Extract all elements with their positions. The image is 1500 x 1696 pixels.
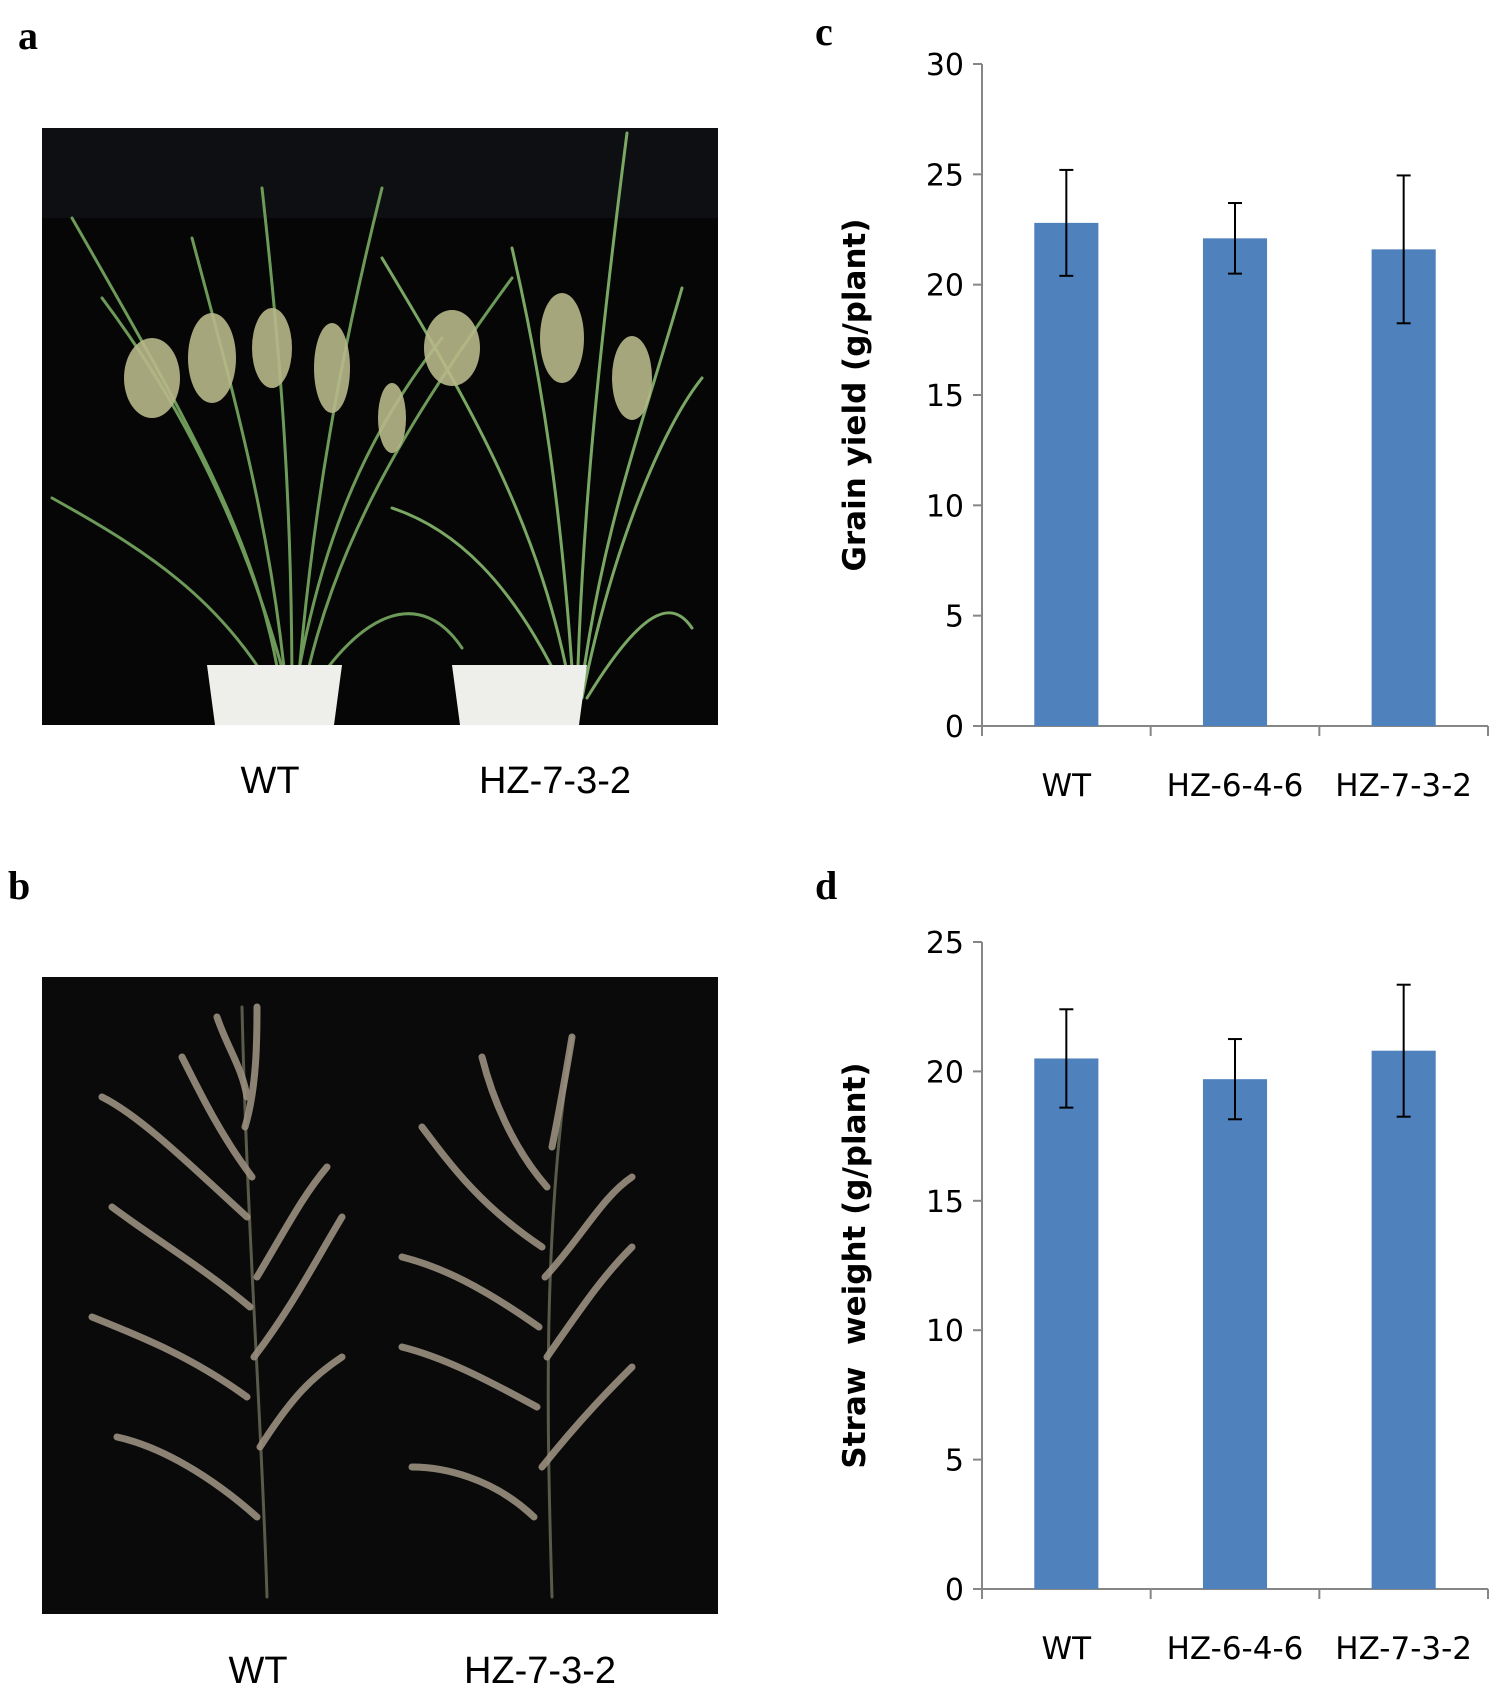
x-category-label: HZ-7-3-2 xyxy=(1335,768,1472,804)
y-tick-label: 5 xyxy=(945,600,964,635)
y-tick-label: 20 xyxy=(926,269,964,304)
bar-hz-6-4-6 xyxy=(1202,1079,1268,1589)
chart-straw-weight: 0 5 10 15 20 25 WT HZ-6-4-6 HZ-7-3-2 Straw weight… xyxy=(0,860,1500,1691)
rice-panicles-photo xyxy=(42,977,718,1614)
bar-wt xyxy=(1034,222,1099,726)
x-category-label: HZ-7-3-2 xyxy=(1335,1631,1472,1667)
x-category-label: WT xyxy=(1042,1631,1093,1667)
panel-label-c: c xyxy=(815,9,833,54)
y-tick-label: 10 xyxy=(926,489,964,524)
bar-hz-6-4-6 xyxy=(1202,238,1268,726)
y-tick-label: 10 xyxy=(926,1314,964,1349)
chart-grain-yield: 0 5 10 15 20 25 30 WT HZ-6-4-6 HZ-7-3-2 Grain yiel… xyxy=(837,48,1489,804)
y-tick-label: 25 xyxy=(926,158,964,193)
bar-hz-7-3-2 xyxy=(1371,1050,1436,1589)
panel-label-d: d xyxy=(815,863,838,908)
grain-yield-bar-chart: 0 5 10 15 20 25 30 WT HZ-6-4-6 HZ-7-3-2 Grain yiel… xyxy=(837,48,1489,804)
y-tick-label: 30 xyxy=(926,48,964,83)
y-tick-label: 25 xyxy=(926,926,964,961)
y-axis-title: Straw weight (g/plant) xyxy=(837,1062,873,1468)
y-tick-label: 5 xyxy=(945,1444,964,1479)
photo-b-label-hz: HZ-7-3-2 xyxy=(463,1650,617,1692)
photo-b-label-wt: WT xyxy=(228,1650,288,1692)
rice-plants-illustration xyxy=(42,128,718,725)
x-category-label: HZ-6-4-6 xyxy=(1167,768,1304,804)
x-category-label: WT xyxy=(1042,768,1093,804)
rice-panicles-illustration xyxy=(42,977,718,1614)
panel-label-b: b xyxy=(8,863,31,908)
straw-weight-bar-chart: 0 5 10 15 20 25 WT HZ-6-4-6 HZ-7-3-2 Straw weight… xyxy=(837,926,1489,1667)
photo-a-label-hz: HZ-7-3-2 xyxy=(478,760,632,802)
y-tick-label: 20 xyxy=(926,1055,964,1090)
x-category-label: HZ-6-4-6 xyxy=(1167,1631,1304,1667)
photo-a-label-wt: WT xyxy=(240,760,300,802)
bar-wt xyxy=(1034,1058,1099,1589)
y-axis-title: Grain yield (g/plant) xyxy=(837,218,873,571)
y-tick-label: 15 xyxy=(926,379,964,414)
y-tick-label: 15 xyxy=(926,1185,964,1220)
y-tick-label: 0 xyxy=(945,1573,964,1608)
panel-label-a: a xyxy=(18,13,38,58)
y-tick-label: 0 xyxy=(945,710,964,745)
rice-plants-photo xyxy=(42,128,718,725)
bar-hz-7-3-2 xyxy=(1371,249,1436,727)
